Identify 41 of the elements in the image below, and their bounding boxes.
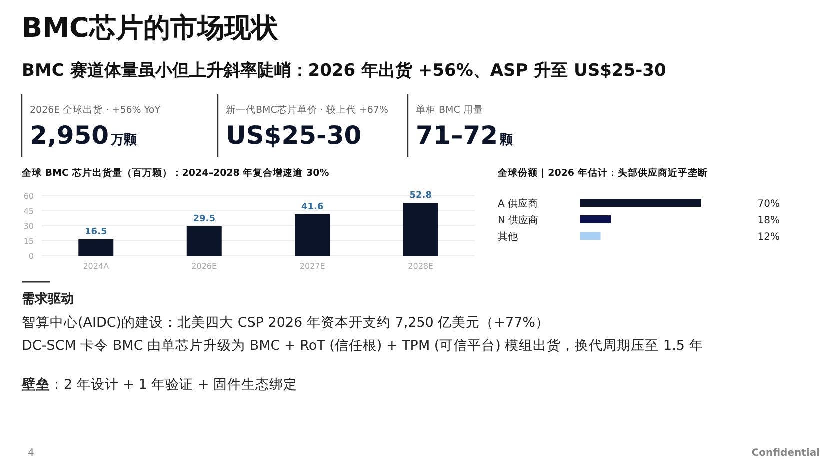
text: 单柜 BMC 用量 (416, 104, 484, 116)
y-tick-label: N 供应商 (498, 214, 539, 226)
x-tick-label: 2026E (192, 262, 218, 271)
y-tick-label: A 供应商 (498, 198, 538, 210)
y-tick-label: 30 (24, 222, 34, 231)
data-label: 41.6 (302, 202, 324, 212)
x-tick-label: 2028E (408, 262, 434, 271)
x-tick-label: 2024A (83, 262, 110, 271)
text: BMC 赛道体量虽小但上升斜率陡峭：2026 年出货 +56%、ASP 升至 US$25-30 (22, 61, 666, 81)
chart-title: 全球份额 | 2026 年估计：头部供应商近乎垄断 (497, 167, 708, 179)
bar (78, 240, 114, 256)
y-tick-label: 45 (24, 207, 34, 216)
y-tick-label: 15 (24, 237, 34, 246)
text: DC-SCM 卡令 BMC 由单芯片升级为 BMC + RoT (信任根) + TPM (可信平台) 模组出货，换代周期压至 1.5 年 (22, 338, 704, 354)
data-label: 16.5 (85, 228, 108, 238)
text: 万颗 (110, 133, 138, 148)
data-label: 29.5 (193, 214, 216, 224)
data-label: 52.8 (410, 191, 432, 202)
y-tick-label: 60 (24, 192, 34, 201)
text: 壁垒：2 年设计 + 1 年验证 + 固件生态绑定 (21, 376, 298, 393)
data-label: 12% (758, 232, 780, 243)
text: 需求驱动 (22, 291, 74, 307)
data-label: 70% (758, 199, 780, 210)
bar (186, 226, 222, 256)
text: 2026E 全球出货 · +56% YoY (30, 104, 161, 116)
data-label: 18% (758, 216, 780, 226)
y-tick-label: 0 (28, 252, 34, 261)
text: Confidential (752, 448, 820, 459)
text: 智算中心(AIDC)的建设：北美四大 CSP 2026 年资本开支约 7,250 亿美元（+77%） (22, 315, 550, 331)
text: 2,950 (30, 121, 110, 150)
y-tick-label: 其他 (498, 231, 518, 243)
bar (295, 214, 330, 256)
x-tick-label: 2027E (300, 262, 326, 271)
text: 颗 (499, 133, 514, 148)
chart-title: 全球 BMC 芯片出货量（百万颗）：2024–2028 年复合增速逾 30% (21, 167, 330, 179)
bar (403, 203, 438, 256)
text: 4 (28, 448, 34, 459)
text: 71–72 (416, 121, 498, 150)
text: 新一代BMC芯片单价 · 较上代 +67% (226, 104, 389, 116)
text: BMC芯片的市场现状 (22, 13, 280, 44)
text: US$25-30 (226, 121, 362, 150)
